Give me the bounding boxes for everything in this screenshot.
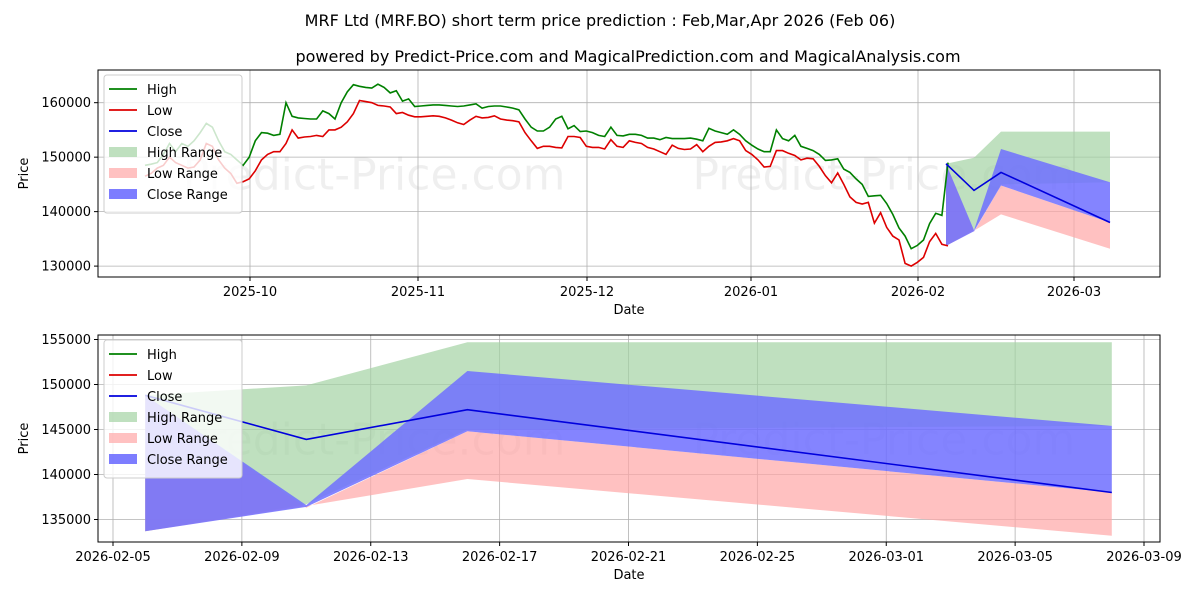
top-legend-high-range-swatch [109,147,137,157]
bottom-x-tick-label: 2026-03-09 [1106,550,1182,565]
top-legend-close-label: Close [147,125,182,140]
bottom-y-tick-label: 145000 [41,423,91,438]
bottom-x-tick-label: 2026-02-13 [333,550,409,565]
top-legend-high-range-label: High Range [147,146,222,161]
chart-title-line1: MRF Ltd (MRF.BO) short term price predic… [305,11,896,30]
top-x-tick-label: 2025-12 [560,285,614,300]
bottom-legend-high-range-swatch [109,412,137,422]
bottom-low-range-band [145,395,1112,536]
bottom-x-tick-label: 2026-03-05 [977,550,1053,565]
bottom-panel: Predict-Price.comPredict-Price.com2026-0… [17,333,1182,583]
bottom-y-axis-label: Price [17,423,32,455]
bottom-legend-low-range-label: Low Range [147,432,218,447]
bottom-y-tick-label: 140000 [41,468,91,483]
top-legend-low-range-swatch [109,168,137,178]
top-y-tick-label: 130000 [41,260,91,275]
top-y-axis-label: Price [17,158,32,190]
top-x-tick-label: 2025-11 [391,285,445,300]
bottom-legend-low-label: Low [147,369,173,384]
bottom-legend-box [103,339,243,479]
top-legend-high-label: High [147,83,177,98]
bottom-high-range-band [145,342,1112,532]
bottom-x-tick-label: 2026-02-17 [462,550,538,565]
bottom-x-tick-label: 2026-02-21 [591,550,667,565]
top-high-line [144,83,949,250]
top-y-tick-label: 160000 [41,96,91,111]
top-x-tick-label: 2026-02 [891,285,945,300]
bottom-x-axis-label: Date [613,568,644,583]
bottom-x-tick-label: 2026-02-09 [204,550,280,565]
bottom-y-tick-label: 135000 [41,513,91,528]
bottom-x-tick-label: 2026-02-25 [720,550,796,565]
top-x-tick-label: 2025-10 [223,285,277,300]
bottom-x-tick-label: 2026-03-01 [848,550,924,565]
bottom-legend-high-range-label: High Range [147,411,222,426]
top-legend-close-range-swatch [109,189,137,199]
top-close-range-band [946,149,1110,246]
top-panel: Predict-Price.com Predict-Price.com2025-1… [17,69,1161,318]
top-axes-frame [97,69,1161,278]
chart-title-line2: powered by Predict-Price.com and Magical… [295,47,960,66]
top-legend-low-label: Low [147,104,173,119]
bottom-y-tick-label: 155000 [41,333,91,348]
top-y-tick-label: 150000 [41,151,91,166]
top-legend-low-range-label: Low Range [147,167,218,182]
top-legend-close-range-label: Close Range [147,188,228,203]
top-legend-box [103,74,243,214]
top-x-axis-label: Date [613,303,644,318]
bottom-legend-close-range-swatch [109,454,137,464]
top-high-range-band [946,131,1110,246]
top-low-line [144,99,949,268]
top-low-range-band [946,163,1110,249]
bottom-legend-high-label: High [147,348,177,363]
top-watermark-left: Predict-Price.com [183,150,566,201]
bottom-y-tick-label: 150000 [41,378,91,393]
bottom-x-tick-label: 2026-02-05 [75,550,151,565]
top-x-tick-label: 2026-01 [724,285,778,300]
bottom-close-range-band [145,371,1112,532]
top-x-tick-label: 2026-03 [1047,285,1101,300]
bottom-legend-close-label: Close [147,390,182,405]
bottom-legend-low-range-swatch [109,433,137,443]
top-close-line [945,163,1111,224]
top-y-tick-label: 140000 [41,205,91,220]
bottom-legend-close-range-label: Close Range [147,453,228,468]
